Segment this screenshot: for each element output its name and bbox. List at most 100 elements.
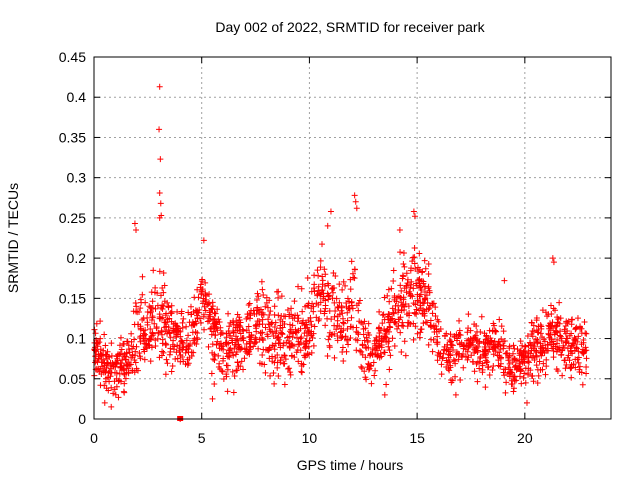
data-point — [447, 331, 454, 338]
data-point — [513, 377, 520, 384]
data-point — [277, 344, 284, 351]
data-point — [128, 338, 135, 345]
data-point — [271, 346, 278, 353]
data-point — [254, 290, 261, 297]
data-point — [412, 323, 419, 330]
data-point — [520, 348, 527, 355]
data-point — [427, 317, 434, 324]
data-point — [340, 320, 347, 327]
data-point — [319, 277, 326, 284]
data-point — [413, 306, 420, 313]
data-point — [200, 311, 207, 318]
data-point — [538, 345, 545, 352]
data-point — [453, 331, 460, 338]
data-point — [281, 381, 288, 388]
data-point — [230, 352, 237, 359]
data-point — [363, 334, 370, 341]
data-point — [404, 319, 411, 326]
data-point — [516, 373, 523, 380]
data-point — [331, 313, 338, 320]
data-point — [253, 321, 260, 328]
data-point — [566, 332, 573, 339]
data-point — [467, 327, 474, 334]
data-point — [167, 334, 174, 341]
data-point — [400, 296, 407, 303]
data-point — [93, 320, 100, 327]
data-point — [298, 369, 305, 376]
data-point — [229, 319, 236, 326]
data-point — [490, 362, 497, 369]
data-point — [298, 368, 305, 375]
data-point — [370, 359, 377, 366]
data-point — [365, 320, 372, 327]
data-point — [156, 83, 163, 90]
data-point — [564, 319, 571, 326]
data-point — [160, 270, 167, 277]
data-point — [353, 302, 360, 309]
data-point — [322, 305, 329, 312]
data-point — [569, 342, 576, 349]
data-point — [521, 347, 528, 354]
data-point — [464, 329, 471, 336]
data-point — [235, 345, 242, 352]
data-point — [324, 222, 331, 229]
data-point — [288, 311, 295, 318]
data-point — [392, 320, 399, 327]
data-point — [107, 365, 114, 372]
data-point — [306, 351, 313, 358]
data-point — [368, 380, 375, 387]
data-point — [508, 369, 515, 376]
data-point — [269, 342, 276, 349]
data-point — [282, 356, 289, 363]
data-point — [535, 323, 542, 330]
data-point — [364, 339, 371, 346]
data-point — [556, 299, 563, 306]
data-point — [386, 347, 393, 354]
data-point — [316, 290, 323, 297]
data-point — [416, 280, 423, 287]
data-point — [565, 318, 572, 325]
data-point — [434, 357, 441, 364]
data-point — [386, 366, 393, 373]
data-point — [425, 260, 432, 267]
data-point — [489, 367, 496, 374]
data-point — [334, 313, 341, 320]
data-point — [275, 340, 282, 347]
data-point — [295, 315, 302, 322]
data-point — [391, 294, 398, 301]
y-tick-label: 0.4 — [67, 89, 87, 105]
data-point — [243, 315, 250, 322]
data-point — [121, 380, 128, 387]
data-point — [560, 342, 567, 349]
data-point — [410, 336, 417, 343]
data-point — [178, 337, 185, 344]
data-point — [564, 345, 571, 352]
data-point — [549, 319, 556, 326]
data-point — [432, 312, 439, 319]
data-point — [534, 380, 541, 387]
data-point — [238, 358, 245, 365]
data-point — [98, 352, 105, 359]
data-point — [210, 315, 217, 322]
data-point — [207, 313, 214, 320]
data-point — [497, 341, 504, 348]
data-point — [108, 352, 115, 359]
data-point — [195, 294, 202, 301]
data-point — [365, 344, 372, 351]
data-point — [344, 295, 351, 302]
data-point — [575, 333, 582, 340]
data-point — [430, 300, 437, 307]
data-point — [114, 351, 121, 358]
data-point — [287, 369, 294, 376]
data-point — [262, 369, 269, 376]
data-point — [543, 347, 550, 354]
data-point — [502, 350, 509, 357]
data-point — [98, 359, 105, 366]
data-point — [194, 314, 201, 321]
data-point — [450, 356, 457, 363]
data-point — [331, 330, 338, 337]
data-point — [362, 374, 369, 381]
data-point — [251, 310, 258, 317]
data-point — [291, 298, 298, 305]
data-point — [290, 330, 297, 337]
